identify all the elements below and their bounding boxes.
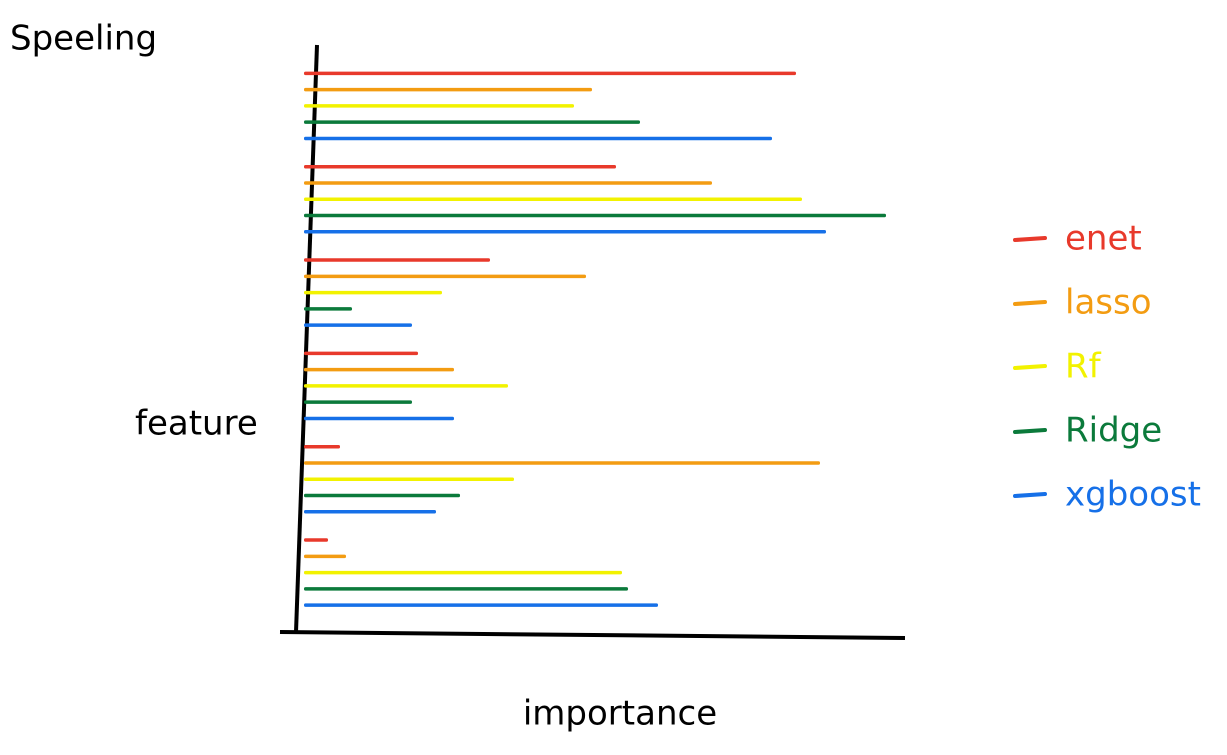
bar bbox=[304, 197, 802, 201]
bar bbox=[304, 213, 886, 218]
bar bbox=[304, 87, 592, 92]
bar bbox=[304, 538, 328, 542]
y-axis bbox=[294, 44, 319, 633]
x-axis bbox=[279, 630, 906, 640]
bar bbox=[304, 477, 514, 481]
chart-title: Speeling bbox=[10, 19, 157, 59]
bar bbox=[304, 444, 340, 449]
bar bbox=[304, 400, 412, 404]
legend-label: lasso bbox=[1065, 283, 1152, 323]
bar bbox=[304, 461, 820, 465]
legend-swatch bbox=[1013, 300, 1047, 306]
legend-label: enet bbox=[1065, 219, 1142, 259]
legend-label: xgboost bbox=[1065, 475, 1201, 515]
bar bbox=[304, 416, 454, 421]
bar bbox=[304, 323, 412, 327]
legend-label: Rf bbox=[1065, 347, 1102, 387]
legend-label: Ridge bbox=[1065, 411, 1162, 451]
legend-swatch bbox=[1013, 236, 1047, 242]
bar bbox=[304, 554, 346, 559]
bar bbox=[304, 71, 796, 76]
legend-swatch bbox=[1013, 492, 1047, 498]
bar bbox=[304, 510, 436, 514]
bar bbox=[304, 570, 622, 575]
bar bbox=[304, 587, 628, 591]
bar bbox=[304, 493, 460, 498]
bar bbox=[304, 351, 418, 356]
legend-swatch bbox=[1013, 364, 1047, 370]
bar bbox=[304, 258, 490, 262]
bar bbox=[304, 274, 586, 279]
bar bbox=[304, 384, 508, 388]
x-axis-label: importance bbox=[523, 694, 717, 734]
legend-swatch bbox=[1013, 428, 1047, 434]
bar bbox=[304, 603, 658, 607]
bar bbox=[304, 290, 442, 295]
bar bbox=[304, 120, 640, 124]
bar bbox=[304, 230, 826, 234]
bar bbox=[304, 164, 616, 169]
bar bbox=[304, 181, 712, 185]
bar bbox=[304, 367, 454, 372]
bar bbox=[304, 307, 352, 311]
bar bbox=[304, 136, 772, 141]
bar bbox=[304, 104, 574, 108]
y-axis-label: feature bbox=[135, 404, 258, 444]
